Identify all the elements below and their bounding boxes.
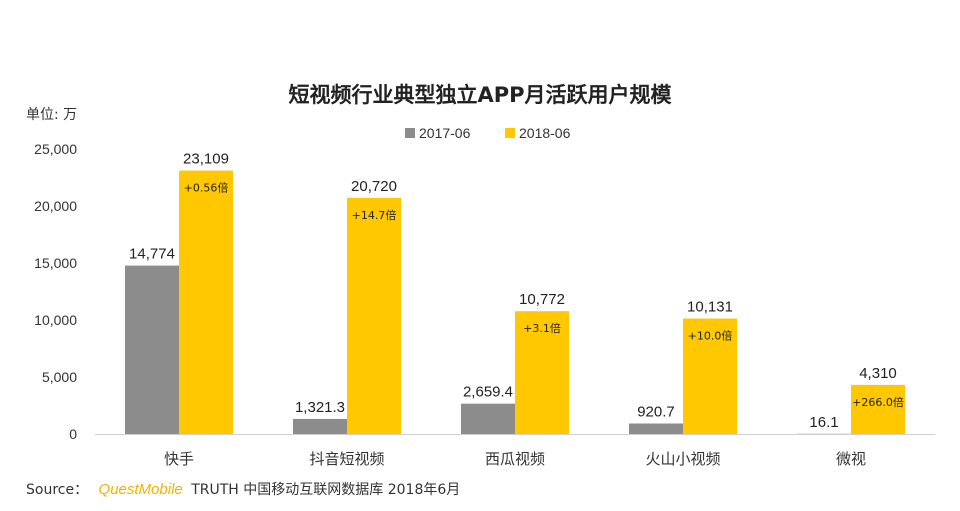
legend: 2017-06 2018-06: [405, 125, 571, 141]
data-label: 16.1: [809, 414, 838, 431]
bar-2017-06-2: [461, 403, 515, 434]
y-tick-label: 15,000: [34, 255, 77, 271]
x-category-label: 微视: [836, 450, 866, 468]
data-label: 10,131: [687, 299, 733, 316]
legend-swatch-0: [405, 128, 415, 138]
bar-2018-06-1: [347, 197, 401, 434]
bar-2017-06-0: [125, 265, 179, 434]
y-tick-label: 5,000: [42, 369, 77, 385]
data-label: 20,720: [351, 178, 397, 195]
growth-label: +14.7倍: [352, 208, 397, 222]
data-label: 23,109: [183, 151, 229, 168]
source-rest: TRUTH 中国移动互联网数据库 2018年6月: [190, 482, 460, 498]
data-label: 1,321.3: [295, 399, 345, 416]
data-label: 14,774: [129, 246, 175, 263]
bar-2018-06-4: [851, 384, 905, 434]
legend-label-1: 2018-06: [519, 125, 571, 141]
y-axis-ticks: 0 5,000 10,000 15,000 20,000 25,000: [34, 141, 77, 442]
unit-label: 单位: 万: [26, 107, 77, 123]
y-tick-label: 10,000: [34, 312, 77, 328]
bar-2018-06-3: [683, 318, 737, 434]
source-prefix: Source：: [26, 482, 88, 498]
x-category-label: 火山小视频: [645, 450, 720, 468]
x-axis-categories: 快手 抖音短视频 西瓜视频 火山小视频 微视: [164, 450, 866, 468]
x-category-label: 西瓜视频: [485, 450, 545, 468]
y-tick-label: 25,000: [34, 141, 77, 157]
legend-swatch-1: [505, 128, 515, 138]
bar-2018-06-0: [179, 170, 233, 434]
source-note: Source： QuestMobile TRUTH 中国移动互联网数据库 201…: [26, 481, 460, 498]
growth-label: +266.0倍: [852, 395, 904, 409]
bar-2017-06-1: [293, 418, 347, 434]
growth-label: +3.1倍: [523, 321, 561, 335]
growth-label: +0.56倍: [184, 181, 229, 195]
value-labels: 14,774 23,109 +0.56倍 1,321.3 20,720 +14.7倍 2,6…: [129, 151, 904, 431]
y-tick-label: 0: [69, 426, 77, 442]
data-label: 10,772: [519, 291, 565, 308]
data-label: 920.7: [637, 404, 675, 421]
bars: [125, 170, 905, 435]
data-label: 4,310: [859, 365, 897, 382]
data-label: 2,659.4: [463, 384, 513, 401]
chart-title: 短视频行业典型独立APP月活跃用户规模: [288, 83, 672, 107]
bar-2017-06-3: [629, 423, 683, 434]
legend-label-0: 2017-06: [419, 125, 471, 141]
growth-label: +10.0倍: [688, 329, 733, 343]
brand-questmobile: QuestMobile: [99, 481, 183, 498]
y-tick-label: 20,000: [34, 198, 77, 214]
bar-2018-06-2: [515, 311, 569, 434]
x-category-label: 抖音短视频: [309, 450, 384, 468]
x-category-label: 快手: [164, 450, 194, 468]
